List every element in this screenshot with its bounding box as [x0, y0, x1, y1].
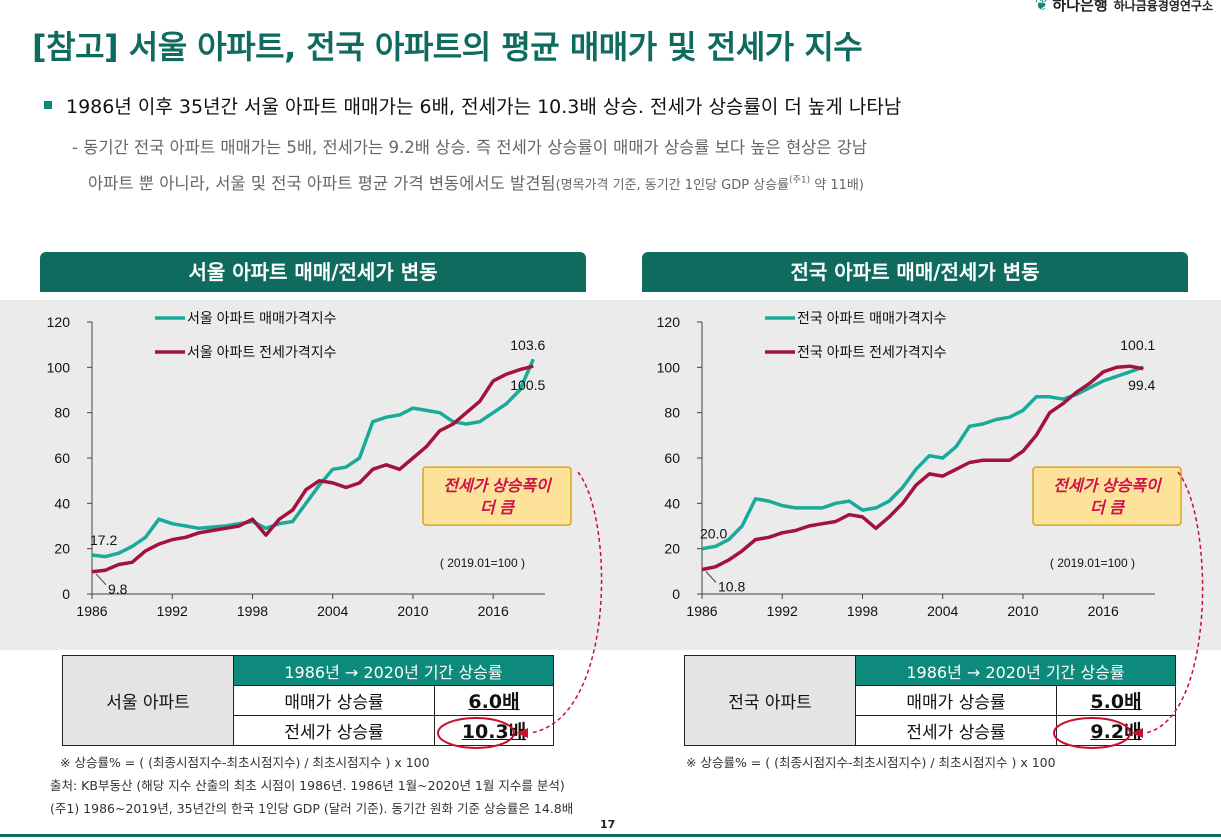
- formula-note-left: ※ 상승률% = ( (최종시점지수-최초시점지수) / 최초시점지수 ) x …: [60, 755, 430, 770]
- callout-line-2: 더 큼: [1090, 499, 1125, 517]
- x-tick-label: 2010: [1007, 603, 1038, 619]
- jeonse-rate-label: 전세가 상승률: [855, 715, 1057, 746]
- x-tick-label: 1992: [767, 603, 798, 619]
- hana-logo-icon: ❦: [1035, 0, 1049, 14]
- start-label-jeonse: 9.8: [108, 581, 128, 597]
- page-number: 17: [600, 818, 616, 831]
- footnote: (주1) 1986~2019년, 35년간의 한국 1인당 GDP (달러 기준…: [50, 801, 574, 816]
- x-tick-label: 1998: [847, 603, 878, 619]
- chart-panel-background: [0, 300, 1221, 650]
- table-group-header: 1986년 → 2020년 기간 상승률: [855, 655, 1176, 686]
- sub-line-2-main: 아파트 뿐 아니라, 서울 및 전국 아파트 평균 가격 변동에서도 발견됨: [88, 174, 556, 193]
- y-tick-label: 120: [47, 314, 71, 330]
- x-tick-label: 2016: [478, 603, 509, 619]
- brand-logo: ❦ 하나은행 하나금융경영연구소: [1035, 0, 1213, 15]
- base-year-note: ( 2019.01=100 ): [440, 556, 525, 570]
- y-tick-label: 100: [657, 359, 681, 375]
- y-tick-label: 40: [54, 495, 70, 511]
- y-tick-label: 20: [664, 541, 680, 557]
- start-label-leader: [705, 571, 717, 583]
- x-tick-label: 2010: [397, 603, 428, 619]
- jeonse-rate-value: 10.3배: [434, 715, 554, 746]
- start-label-jeonse: 10.8: [718, 579, 745, 595]
- source-note: 출처: KB부동산 (해당 지수 산출의 최초 시점이 1986년. 1986년…: [50, 778, 565, 793]
- sub-line-2-note-a: (명목가격 기준, 동기간 1인당 GDP 상승률: [555, 178, 790, 193]
- legend-label-sale: 전국 아파트 매매가격지수: [797, 310, 947, 326]
- x-tick-label: 2004: [927, 603, 958, 619]
- jeonse-rate-value: 9.2배: [1056, 715, 1176, 746]
- legend-label-jeonse: 서울 아파트 전세가격지수: [187, 344, 337, 360]
- y-tick-label: 40: [664, 495, 680, 511]
- y-tick-label: 120: [657, 314, 681, 330]
- bottom-rule: [0, 834, 1221, 837]
- base-year-note: ( 2019.01=100 ): [1050, 556, 1135, 570]
- table-row-header: 서울 아파트: [62, 655, 234, 746]
- callout-line-1: 전세가 상승폭이: [1053, 477, 1163, 495]
- sub-bullet-line-2: 아파트 뿐 아니라, 서울 및 전국 아파트 평균 가격 변동에서도 발견됨(명…: [88, 170, 864, 194]
- formula-note-right: ※ 상승률% = ( (최종시점지수-최초시점지수) / 최초시점지수 ) x …: [686, 755, 1056, 770]
- sale-rate-value: 5.0배: [1056, 685, 1176, 716]
- x-tick-label: 1986: [686, 603, 717, 619]
- footnote-ref: (주1): [789, 175, 811, 186]
- national-rate-table: 전국 아파트 1986년 → 2020년 기간 상승률 매매가 상승률 5.0배…: [684, 655, 1176, 746]
- end-label-upper: 100.1: [1120, 337, 1155, 353]
- sale-rate-label: 매매가 상승률: [233, 685, 435, 716]
- main-bullet: 1986년 이후 35년간 서울 아파트 매매가는 6배, 전세가는 10.3배…: [44, 92, 901, 119]
- end-label-lower: 99.4: [1128, 377, 1155, 393]
- y-tick-label: 80: [54, 405, 70, 421]
- national-chart-title: 전국 아파트 매매/전세가 변동: [642, 252, 1188, 292]
- sale-rate-value: 6.0배: [434, 685, 554, 716]
- legend-label-jeonse: 전국 아파트 전세가격지수: [797, 344, 947, 360]
- callout-line-1: 전세가 상승폭이: [443, 477, 553, 495]
- y-tick-label: 80: [664, 405, 680, 421]
- start-label-leader: [95, 573, 107, 586]
- table-group-header: 1986년 → 2020년 기간 상승률: [233, 655, 554, 686]
- sub-bullet-line-1: - 동기간 전국 아파트 매매가는 5배, 전세가는 9.2배 상승. 즉 전세…: [72, 138, 868, 157]
- main-bullet-text: 1986년 이후 35년간 서울 아파트 매매가는 6배, 전세가는 10.3배…: [66, 96, 902, 118]
- bank-name: 하나은행: [1052, 0, 1108, 14]
- national-line-chart: 0 20 40 60 80 100 120 1986 1992 1998 2004 2010 2016 전…: [657, 310, 1182, 619]
- y-tick-label: 100: [47, 359, 71, 375]
- x-tick-label: 1992: [157, 603, 188, 619]
- institute-name: 하나금융경영연구소: [1113, 0, 1213, 13]
- series-line-jeonse: [91, 364, 534, 574]
- end-label-upper: 103.6: [510, 337, 545, 353]
- sale-rate-label: 매매가 상승률: [855, 685, 1057, 716]
- bullet-square-icon: [44, 100, 52, 109]
- y-tick-label: 0: [62, 586, 70, 602]
- series-line-jeonse: [701, 364, 1144, 572]
- x-tick-label: 2016: [1088, 603, 1119, 619]
- seoul-chart-title: 서울 아파트 매매/전세가 변동: [40, 252, 586, 292]
- y-tick-label: 20: [54, 541, 70, 557]
- seoul-line-chart: 0 20 40 60 80 100 120 1986 1992 1998 2004 2010 2016 서…: [47, 310, 572, 619]
- x-tick-label: 2004: [317, 603, 348, 619]
- series-line-sale: [91, 358, 535, 559]
- y-tick-label: 0: [672, 586, 680, 602]
- y-tick-label: 60: [664, 450, 680, 466]
- sub-line-2-note-b: 약 11배): [810, 178, 864, 193]
- callout-line-2: 더 큼: [480, 499, 515, 517]
- y-tick-label: 60: [54, 450, 70, 466]
- start-label-sale: 20.0: [700, 526, 727, 542]
- seoul-rate-table: 서울 아파트 1986년 → 2020년 기간 상승률 매매가 상승률 6.0배…: [62, 655, 554, 746]
- page-title: [참고] 서울 아파트, 전국 아파트의 평균 매매가 및 전세가 지수: [32, 28, 863, 66]
- jeonse-rate-label: 전세가 상승률: [233, 715, 435, 746]
- x-tick-label: 1998: [237, 603, 268, 619]
- end-label-lower: 100.5: [510, 377, 545, 393]
- legend-label-sale: 서울 아파트 매매가격지수: [187, 310, 337, 326]
- table-row-header: 전국 아파트: [684, 655, 856, 746]
- x-tick-label: 1986: [76, 603, 107, 619]
- start-label-sale: 17.2: [90, 532, 117, 548]
